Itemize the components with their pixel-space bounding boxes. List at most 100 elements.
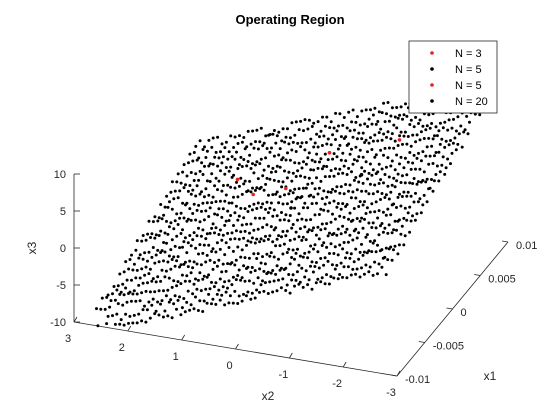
data-point xyxy=(468,120,471,124)
data-point xyxy=(326,190,330,194)
data-point xyxy=(364,160,368,164)
y-tick-mark xyxy=(342,361,347,368)
data-point xyxy=(258,240,262,244)
data-point xyxy=(210,250,214,253)
data-point xyxy=(341,151,345,155)
data-point xyxy=(371,273,375,277)
data-point xyxy=(252,228,256,232)
data-point xyxy=(221,155,225,159)
data-point xyxy=(349,273,353,277)
data-point xyxy=(205,179,209,183)
data-point xyxy=(256,252,260,256)
data-point xyxy=(262,141,266,145)
data-point xyxy=(437,150,441,154)
data-point xyxy=(189,171,193,174)
data-point xyxy=(312,121,316,125)
data-point xyxy=(143,251,147,255)
data-point xyxy=(293,161,297,165)
data-point xyxy=(148,267,152,271)
data-point xyxy=(124,260,128,264)
data-point xyxy=(351,267,355,271)
data-point xyxy=(271,240,275,244)
data-point xyxy=(194,172,198,176)
data-point xyxy=(361,131,365,135)
data-point xyxy=(272,208,276,212)
data-point xyxy=(240,276,244,280)
chart-title: Operating Region xyxy=(235,12,344,27)
data-point xyxy=(293,187,297,191)
data-point xyxy=(449,139,452,142)
z-tick-label: 5 xyxy=(60,206,66,218)
data-point xyxy=(319,228,323,232)
data-point xyxy=(269,271,273,275)
data-point xyxy=(195,208,199,212)
data-point xyxy=(175,259,179,263)
data-point xyxy=(251,162,254,166)
data-point xyxy=(140,239,144,243)
data-point xyxy=(245,243,248,247)
data-point xyxy=(418,197,422,201)
data-point xyxy=(176,255,180,259)
data-point xyxy=(154,280,158,284)
data-point xyxy=(157,216,161,220)
data-point xyxy=(167,300,171,304)
data-point xyxy=(195,184,199,188)
data-point xyxy=(331,133,335,137)
data-point xyxy=(315,132,319,136)
y-tick-label: 3 xyxy=(65,333,71,345)
data-point xyxy=(189,244,193,248)
data-point xyxy=(153,236,157,240)
data-point xyxy=(214,226,218,230)
data-point xyxy=(236,218,240,222)
data-point xyxy=(182,163,186,167)
data-point xyxy=(113,298,117,302)
data-point xyxy=(380,138,384,142)
data-point xyxy=(364,189,368,193)
data-point xyxy=(389,114,393,118)
data-point xyxy=(306,182,310,186)
data-point xyxy=(419,159,423,163)
data-point xyxy=(287,170,291,174)
data-point xyxy=(266,292,270,295)
data-point xyxy=(162,241,166,244)
data-point xyxy=(233,211,237,215)
data-point xyxy=(323,227,327,231)
data-point xyxy=(198,299,202,303)
y-tick-mark xyxy=(181,334,186,341)
data-point xyxy=(290,179,294,183)
data-point xyxy=(188,184,192,187)
data-point xyxy=(395,228,398,232)
data-point xyxy=(183,260,187,264)
data-point xyxy=(157,313,161,317)
data-point xyxy=(248,179,252,183)
data-point xyxy=(188,279,192,283)
data-point xyxy=(355,267,359,271)
data-point xyxy=(376,120,380,123)
data-point xyxy=(220,215,224,219)
data-point xyxy=(207,215,211,218)
data-point xyxy=(294,175,298,178)
data-point xyxy=(348,152,352,156)
highlight-points xyxy=(235,138,402,210)
data-point xyxy=(221,207,225,211)
data-point xyxy=(387,175,391,179)
data-point xyxy=(251,129,255,133)
data-point xyxy=(447,118,451,122)
data-point xyxy=(178,265,181,269)
data-point xyxy=(255,186,259,190)
data-point xyxy=(408,230,412,234)
data-point xyxy=(201,251,205,255)
data-point xyxy=(100,296,104,300)
data-point xyxy=(411,133,415,137)
data-point xyxy=(188,234,192,237)
data-point xyxy=(309,218,313,222)
data-point xyxy=(240,192,244,196)
data-point xyxy=(347,166,351,170)
data-point xyxy=(384,193,388,197)
data-point xyxy=(307,250,311,254)
data-point xyxy=(419,130,423,134)
data-point xyxy=(366,150,369,154)
data-point xyxy=(277,278,280,282)
data-point xyxy=(265,176,269,180)
data-point xyxy=(146,281,149,285)
